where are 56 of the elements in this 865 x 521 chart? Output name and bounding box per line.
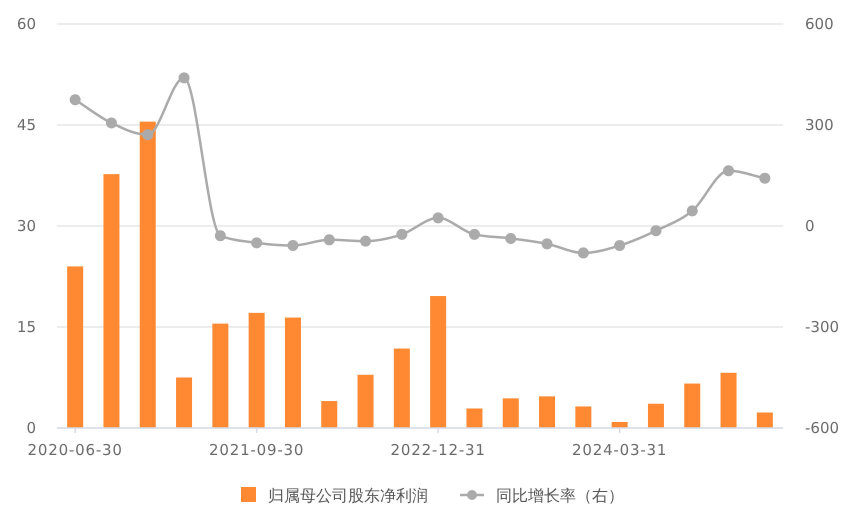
bar (394, 348, 410, 428)
y2-tick-label: -600 (805, 419, 840, 437)
bar (720, 372, 737, 428)
x-tick-label: 2024-03-31 (572, 441, 668, 459)
point (287, 240, 298, 252)
point (106, 117, 117, 128)
bar (212, 324, 228, 428)
bar (284, 318, 301, 428)
bar (140, 122, 156, 428)
y-tick-label: 60 (16, 15, 36, 33)
x-tick-label: 2020-06-30 (28, 441, 123, 459)
y2-tick-label: 600 (805, 15, 834, 33)
point (432, 212, 444, 224)
y2-tick-label: 300 (805, 116, 834, 134)
bar (539, 396, 556, 428)
bar (67, 266, 84, 428)
y2-tick-label: -300 (805, 318, 840, 336)
point (251, 237, 262, 248)
bar (502, 398, 519, 428)
bar (103, 174, 120, 428)
point (468, 228, 480, 240)
y2-tick-label: 0 (805, 217, 815, 235)
bar (684, 384, 700, 428)
point (505, 232, 516, 244)
x-tick-label: 2022-12-31 (390, 441, 486, 459)
bar (756, 412, 773, 428)
point (723, 165, 734, 176)
point (686, 205, 698, 216)
legend-label: 归属母公司股东净利润 (268, 486, 428, 505)
legend-label: 同比增长率（右） (496, 486, 624, 505)
y-tick-label: 45 (16, 116, 36, 134)
point (142, 129, 154, 140)
bar (248, 312, 265, 428)
bar (358, 374, 374, 428)
bar (648, 404, 664, 428)
bar (430, 296, 446, 428)
bar (466, 408, 482, 428)
y-tick-label: 15 (16, 318, 36, 336)
point (578, 247, 589, 258)
point (70, 94, 81, 106)
point (396, 228, 408, 240)
point (542, 238, 553, 250)
bar (575, 406, 592, 428)
point (614, 240, 626, 252)
point (360, 236, 372, 247)
point (650, 225, 662, 236)
bar (612, 422, 628, 428)
point (214, 230, 226, 242)
point (759, 172, 770, 184)
point (324, 234, 335, 246)
bar (321, 401, 338, 428)
x-tick-label: 2021-09-30 (209, 441, 304, 459)
y-tick-label: 0 (26, 419, 36, 437)
point (178, 72, 190, 84)
y-tick-label: 30 (16, 217, 36, 235)
bar (176, 378, 192, 428)
